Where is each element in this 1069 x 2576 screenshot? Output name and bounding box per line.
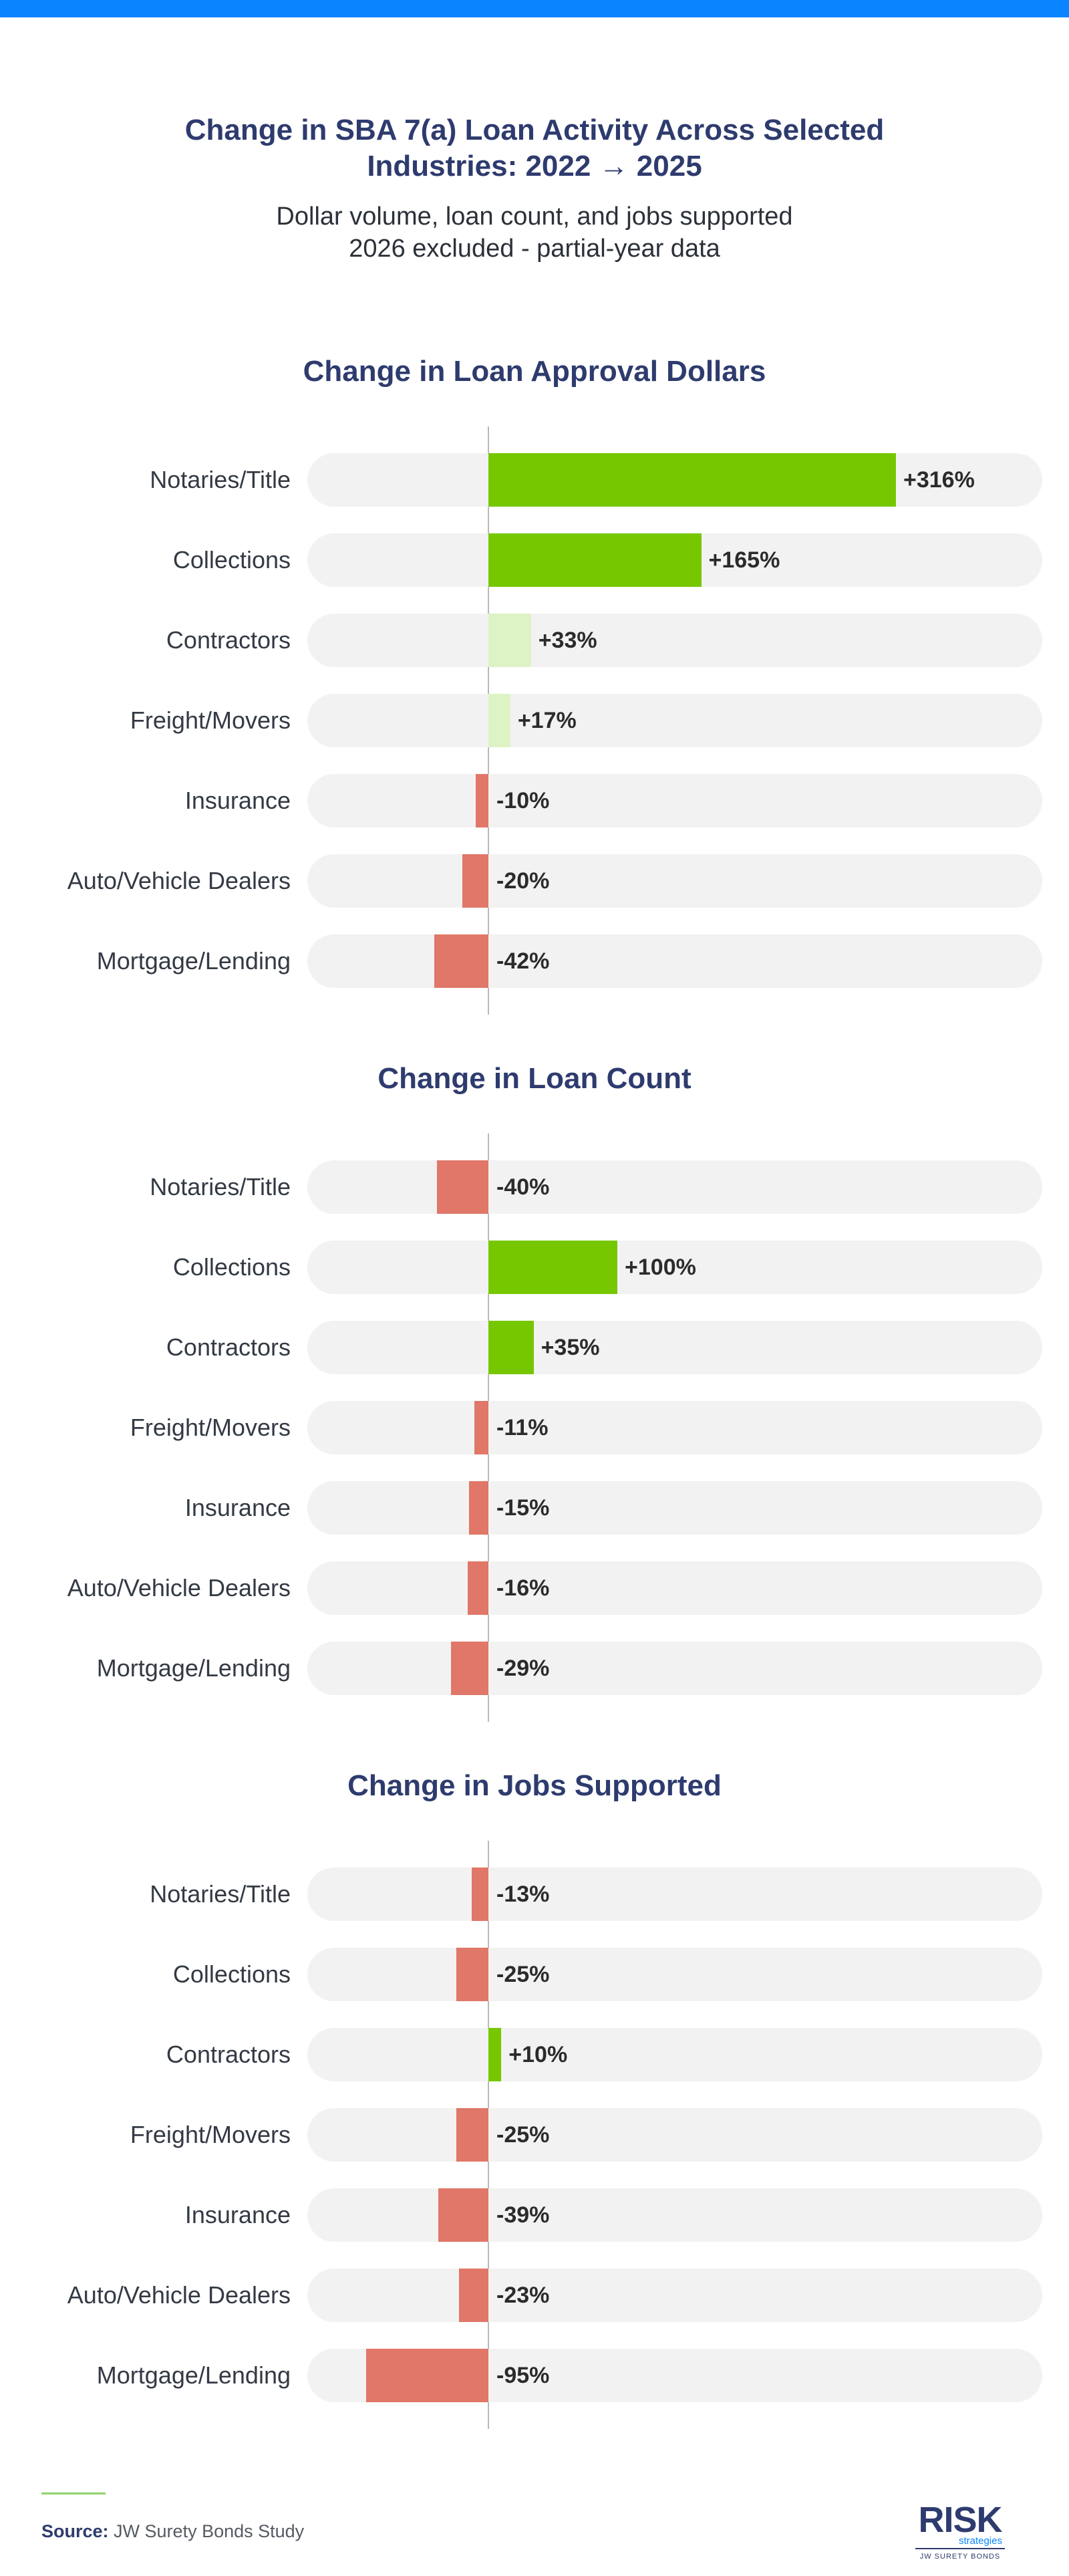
bar-negative [468, 1561, 488, 1615]
category-label: Mortgage/Lending [96, 1654, 291, 1682]
bar-track [307, 1241, 1042, 1294]
bar-positive [488, 2028, 502, 2081]
source-text: JW Surety Bonds Study [114, 2521, 305, 2541]
data-label: +35% [541, 1335, 600, 1360]
data-label: +316% [903, 467, 975, 493]
data-label: -29% [496, 1656, 550, 1681]
bar-negative [456, 2108, 488, 2162]
bar-negative [475, 774, 488, 827]
category-label: Insurance [184, 787, 291, 814]
data-label: -11% [496, 1415, 549, 1440]
category-label: Notaries/Title [150, 1880, 291, 1908]
bar-track [307, 694, 1042, 747]
bar-track [307, 1160, 1042, 1214]
data-label: -95% [496, 2363, 550, 2388]
bar-negative [365, 2349, 488, 2402]
bar-track [307, 774, 1042, 827]
data-label: +100% [625, 1255, 696, 1280]
data-label: +33% [538, 628, 597, 653]
bar-negative [434, 934, 488, 988]
bar-track [307, 934, 1042, 988]
category-label: Collections [172, 1253, 291, 1281]
bar-positive [488, 453, 896, 507]
data-label: +10% [508, 2042, 568, 2067]
bar-track [307, 1401, 1042, 1454]
category-label: Insurance [184, 2201, 291, 2228]
data-label: -25% [496, 1962, 550, 1987]
data-label: -15% [496, 1495, 550, 1521]
category-label: Auto/Vehicle Dealers [67, 867, 291, 894]
category-label: Notaries/Title [150, 1173, 291, 1200]
bar-negative [451, 1642, 488, 1695]
bar-track [307, 1867, 1042, 1921]
bar-positive [488, 614, 531, 667]
data-label: -42% [496, 948, 550, 974]
data-label: -25% [496, 2122, 550, 2148]
logo-subline: JW SURETY BONDS [920, 2553, 1001, 2561]
data-label: +17% [517, 708, 577, 733]
category-label: Mortgage/Lending [96, 2361, 291, 2389]
logo-wordmark: RISK [918, 2500, 1002, 2540]
category-label: Insurance [184, 1494, 291, 1521]
risk-strategies-logo: RISK strategies JW SURETY BONDS [915, 2500, 1005, 2561]
data-label: -20% [496, 868, 550, 894]
bar-track [307, 614, 1042, 667]
page-subtitle: Dollar volume, loan count, and jobs supp… [134, 201, 935, 265]
bar-negative [462, 854, 488, 908]
bar-negative [436, 1160, 488, 1214]
category-label: Auto/Vehicle Dealers [67, 2281, 291, 2309]
logo-rule [915, 2548, 1005, 2549]
category-label: Contractors [166, 2041, 291, 2068]
category-label: Collections [172, 1960, 291, 1988]
bar-positive [488, 694, 510, 747]
bar-track [307, 1642, 1042, 1695]
category-label: Contractors [166, 626, 291, 654]
category-label: Contractors [166, 1333, 291, 1361]
source-note: Source: JW Surety Bonds Study [41, 2520, 304, 2543]
top-accent-bar [0, 0, 1069, 17]
data-label: -16% [496, 1575, 550, 1601]
data-label: -13% [496, 1882, 550, 1907]
bar-positive [488, 1321, 534, 1374]
bar-positive [488, 533, 702, 587]
bar-track [307, 1321, 1042, 1374]
page-title: Change in SBA 7(a) Loan Activity Across … [184, 114, 885, 182]
subtitle-line-1: Dollar volume, loan count, and jobs supp… [276, 203, 793, 231]
data-label: -10% [496, 788, 550, 813]
bar-track [307, 2269, 1042, 2322]
bar-track [307, 854, 1042, 908]
logo-tagline: strategies [959, 2535, 1002, 2547]
data-label: -23% [496, 2283, 550, 2308]
bar-track [307, 1561, 1042, 1615]
category-label: Notaries/Title [150, 466, 291, 493]
bar-track [307, 2188, 1042, 2242]
bar-positive [488, 1241, 618, 1294]
source-label: Source: [41, 2521, 109, 2541]
bar-track [307, 1481, 1042, 1535]
category-label: Freight/Movers [130, 1414, 291, 1441]
bar-negative [438, 2188, 488, 2242]
category-label: Freight/Movers [130, 706, 291, 734]
bar-negative [456, 1948, 488, 2001]
bar-track [307, 2028, 1042, 2081]
data-label: +165% [708, 547, 780, 573]
category-label: Collections [172, 546, 291, 573]
bar-negative [474, 1401, 488, 1454]
bar-track [307, 2108, 1042, 2162]
data-label: -39% [496, 2202, 550, 2228]
category-label: Freight/Movers [130, 2121, 291, 2148]
bar-negative [471, 1867, 488, 1921]
chart-title: Change in Loan Count [377, 1062, 692, 1095]
bar-negative [458, 2269, 488, 2322]
bar-track [307, 1948, 1042, 2001]
footer-divider [41, 2492, 106, 2494]
category-label: Auto/Vehicle Dealers [67, 1574, 291, 1601]
subtitle-line-2: 2026 excluded - partial-year data [349, 235, 720, 263]
data-label: -40% [496, 1174, 550, 1200]
chart-title: Change in Loan Approval Dollars [303, 355, 766, 388]
bar-negative [469, 1481, 488, 1535]
category-label: Mortgage/Lending [96, 947, 291, 975]
chart-title: Change in Jobs Supported [347, 1769, 722, 1802]
